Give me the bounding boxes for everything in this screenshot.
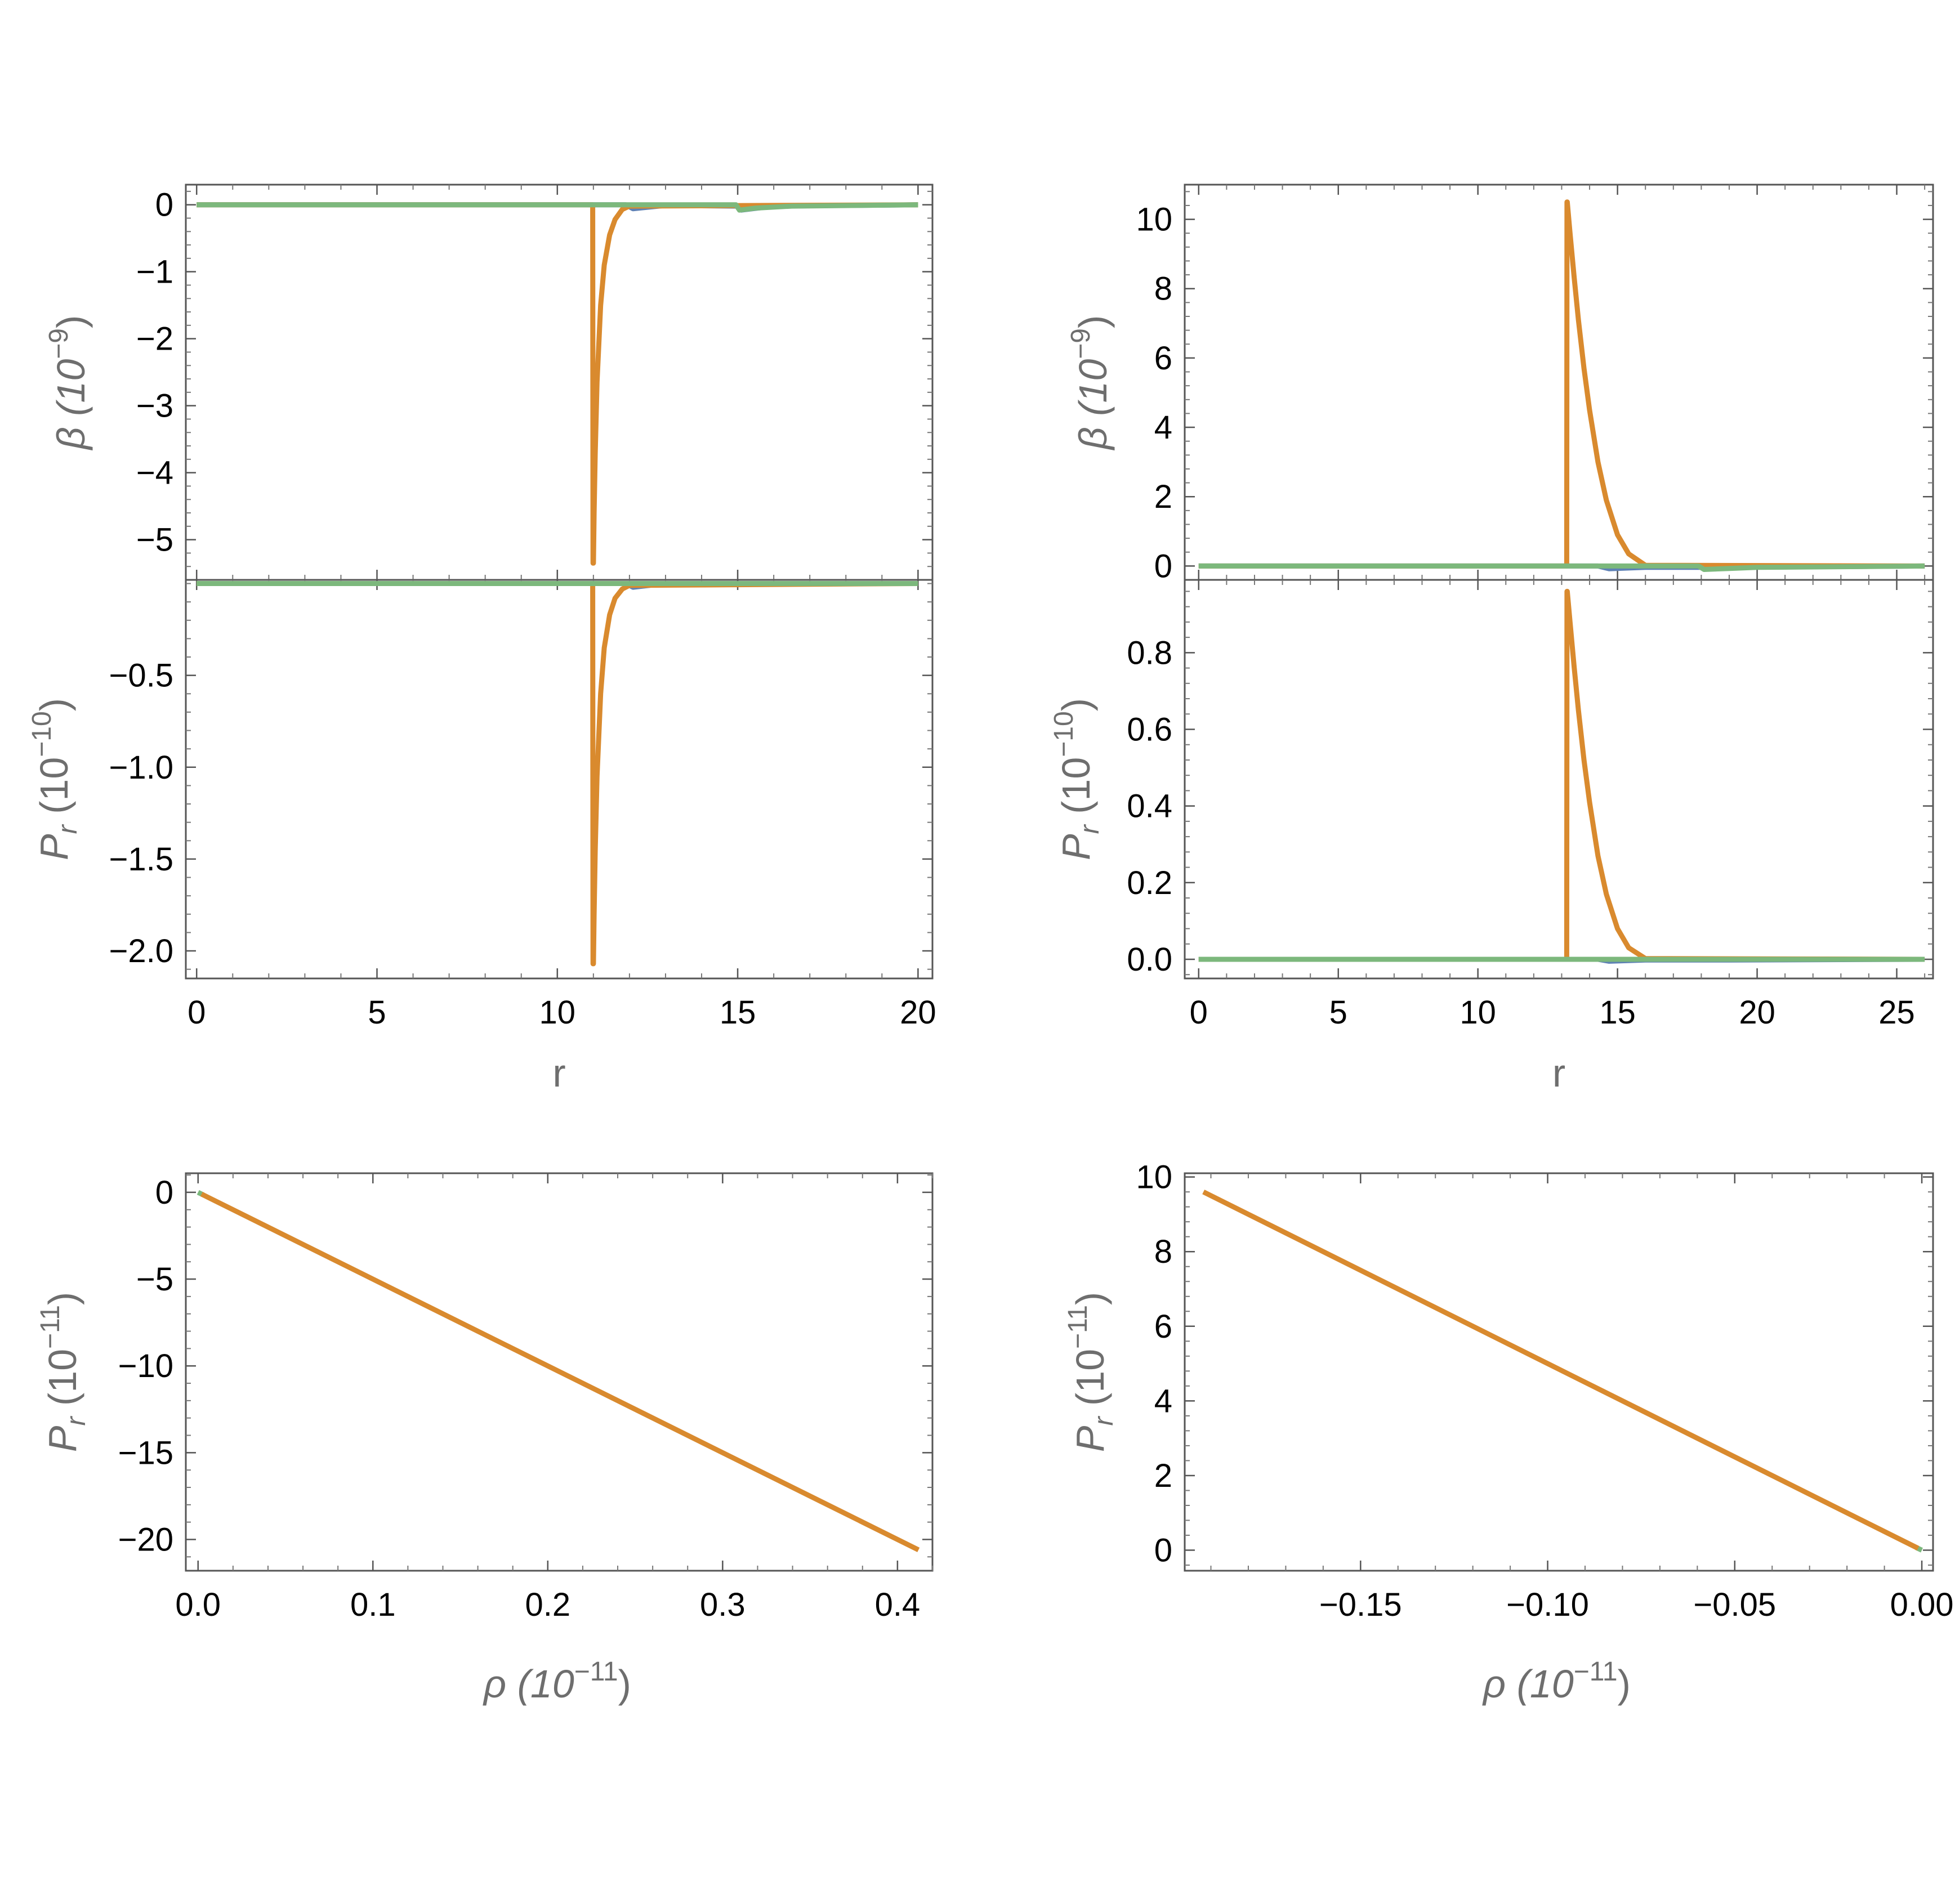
x-tick-label: 20 bbox=[1739, 994, 1775, 1031]
y-axis-label: Pr (10−10) bbox=[27, 698, 83, 860]
panel-mid-right-pr: 0.0 0.2 0.4 0.6 0.8 0 5 10 15 20 25 Pr (10−10) r bbox=[1049, 579, 1934, 1095]
series-group bbox=[1202, 1190, 1923, 1553]
plot-frame bbox=[185, 1172, 934, 1572]
y-tick-label: −1.0 bbox=[109, 749, 174, 786]
panel-top-left-beta: 0 −1 −2 −3 −4 −5 β (10−9) bbox=[44, 184, 934, 581]
y-axis-label: Pr (10−10) bbox=[1049, 698, 1105, 860]
y-tick-label: 8 bbox=[1154, 1233, 1172, 1270]
panel-bottom-left-pr-rho: 0 −5 −10 −15 −200.0 0.1 0.2 0.3 0.4 Pr (10−11) ρ (… bbox=[35, 1172, 934, 1706]
y-tick-label: 4 bbox=[1154, 1383, 1172, 1419]
charts-layer: 0 −1 −2 −3 −4 −5 β (10−9) −0.5 −1.0 −1.5 −2.0 0 5 10 1… bbox=[27, 184, 1954, 1706]
y-axis-label: β (10−9) bbox=[1066, 315, 1115, 451]
x-axis-label: ρ (10−11) bbox=[483, 1657, 631, 1706]
x-tick-label: 0.1 bbox=[350, 1586, 396, 1623]
y-tick-label: −20 bbox=[118, 1522, 173, 1558]
y-tick-label: −0.5 bbox=[109, 658, 174, 694]
y-axis-label: β (10−9) bbox=[44, 315, 93, 451]
series-line-2 bbox=[1202, 1190, 1920, 1551]
series-line-2 bbox=[197, 202, 918, 566]
x-tick-label: 25 bbox=[1878, 994, 1915, 1031]
y-tick-label: 0 bbox=[1154, 1532, 1172, 1569]
panel-mid-left-pr: −0.5 −1.0 −1.5 −2.0 0 5 10 15 20 Pr (10−10) r bbox=[27, 579, 936, 1095]
y-tick-label: −2.0 bbox=[109, 933, 174, 969]
y-tick-label: −10 bbox=[118, 1348, 173, 1384]
x-tick-label: 10 bbox=[539, 994, 576, 1031]
y-tick-label: −3 bbox=[136, 388, 173, 424]
y-tick-label: −15 bbox=[118, 1434, 173, 1471]
y-tick-label: 0 bbox=[1154, 548, 1172, 584]
x-tick-label: 10 bbox=[1459, 994, 1496, 1031]
y-tick-label: 2 bbox=[1154, 479, 1172, 515]
series-line-2 bbox=[1198, 588, 1925, 962]
y-tick-label: −5 bbox=[136, 1261, 173, 1298]
x-axis-label: r bbox=[552, 1051, 565, 1095]
y-tick-label: 0.0 bbox=[1127, 941, 1172, 978]
series-group bbox=[197, 1190, 920, 1553]
x-tick-label: 0.3 bbox=[700, 1586, 746, 1623]
y-tick-label: 10 bbox=[1136, 202, 1172, 238]
x-tick-label: 5 bbox=[368, 994, 386, 1031]
x-tick-label: −0.15 bbox=[1319, 1586, 1402, 1623]
plot-frame bbox=[1184, 579, 1934, 980]
y-tick-label: 4 bbox=[1154, 409, 1172, 446]
y-tick-label: 10 bbox=[1136, 1159, 1172, 1196]
y-tick-label: −1.5 bbox=[109, 841, 174, 878]
y-axis-label: Pr (10−11) bbox=[35, 1292, 91, 1452]
y-tick-label: 0 bbox=[155, 187, 173, 224]
series-line-3 bbox=[1198, 563, 1925, 572]
y-tick-label: −5 bbox=[136, 522, 173, 558]
y-tick-label: 6 bbox=[1154, 340, 1172, 377]
x-tick-label: 0.4 bbox=[875, 1586, 921, 1623]
y-tick-label: 0.6 bbox=[1127, 712, 1172, 748]
panel-top-right-beta: 0 2 4 6 8 10 β (10−9) bbox=[1066, 184, 1934, 584]
y-tick-label: 0.8 bbox=[1127, 634, 1172, 671]
x-tick-label: 0.2 bbox=[525, 1586, 570, 1623]
y-axis-label: Pr (10−11) bbox=[1063, 1292, 1119, 1452]
x-tick-label: 0 bbox=[1190, 994, 1208, 1031]
x-tick-label: 0.00 bbox=[1890, 1586, 1954, 1623]
y-tick-label: −1 bbox=[136, 254, 173, 290]
y-tick-label: 0.2 bbox=[1127, 865, 1172, 901]
plot-frame bbox=[1184, 1172, 1934, 1572]
x-tick-label: 0 bbox=[188, 994, 206, 1031]
y-tick-label: −2 bbox=[136, 321, 173, 357]
y-tick-label: 0 bbox=[155, 1174, 173, 1211]
plot-frame bbox=[185, 579, 934, 980]
series-group bbox=[197, 581, 918, 967]
x-axis-label: r bbox=[1552, 1051, 1565, 1095]
series-group bbox=[1198, 199, 1925, 572]
series-group bbox=[1198, 588, 1925, 964]
x-tick-label: −0.10 bbox=[1506, 1586, 1589, 1623]
series-line-2 bbox=[197, 581, 918, 967]
y-tick-label: −4 bbox=[136, 455, 173, 491]
y-tick-label: 2 bbox=[1154, 1458, 1172, 1494]
series-line-2 bbox=[1198, 199, 1925, 569]
x-tick-label: −0.05 bbox=[1693, 1586, 1776, 1623]
series-group bbox=[197, 202, 918, 566]
panel-bottom-right-pr-rho: 0 2 4 6 8 10 −0.15 −0.10 −0.05 0.00 Pr (10−11) ρ (1… bbox=[1063, 1159, 1954, 1706]
y-tick-label: 8 bbox=[1154, 271, 1172, 307]
x-tick-label: 15 bbox=[1599, 994, 1636, 1031]
y-tick-label: 6 bbox=[1154, 1308, 1172, 1345]
series-line-2 bbox=[200, 1191, 920, 1553]
x-tick-label: 15 bbox=[720, 994, 756, 1031]
x-tick-label: 0.0 bbox=[175, 1586, 221, 1623]
series-line-3 bbox=[197, 202, 918, 213]
x-tick-label: 5 bbox=[1329, 994, 1347, 1031]
y-tick-label: 0.4 bbox=[1127, 788, 1172, 825]
x-tick-label: 20 bbox=[900, 994, 936, 1031]
x-axis-label: ρ (10−11) bbox=[1482, 1657, 1631, 1706]
